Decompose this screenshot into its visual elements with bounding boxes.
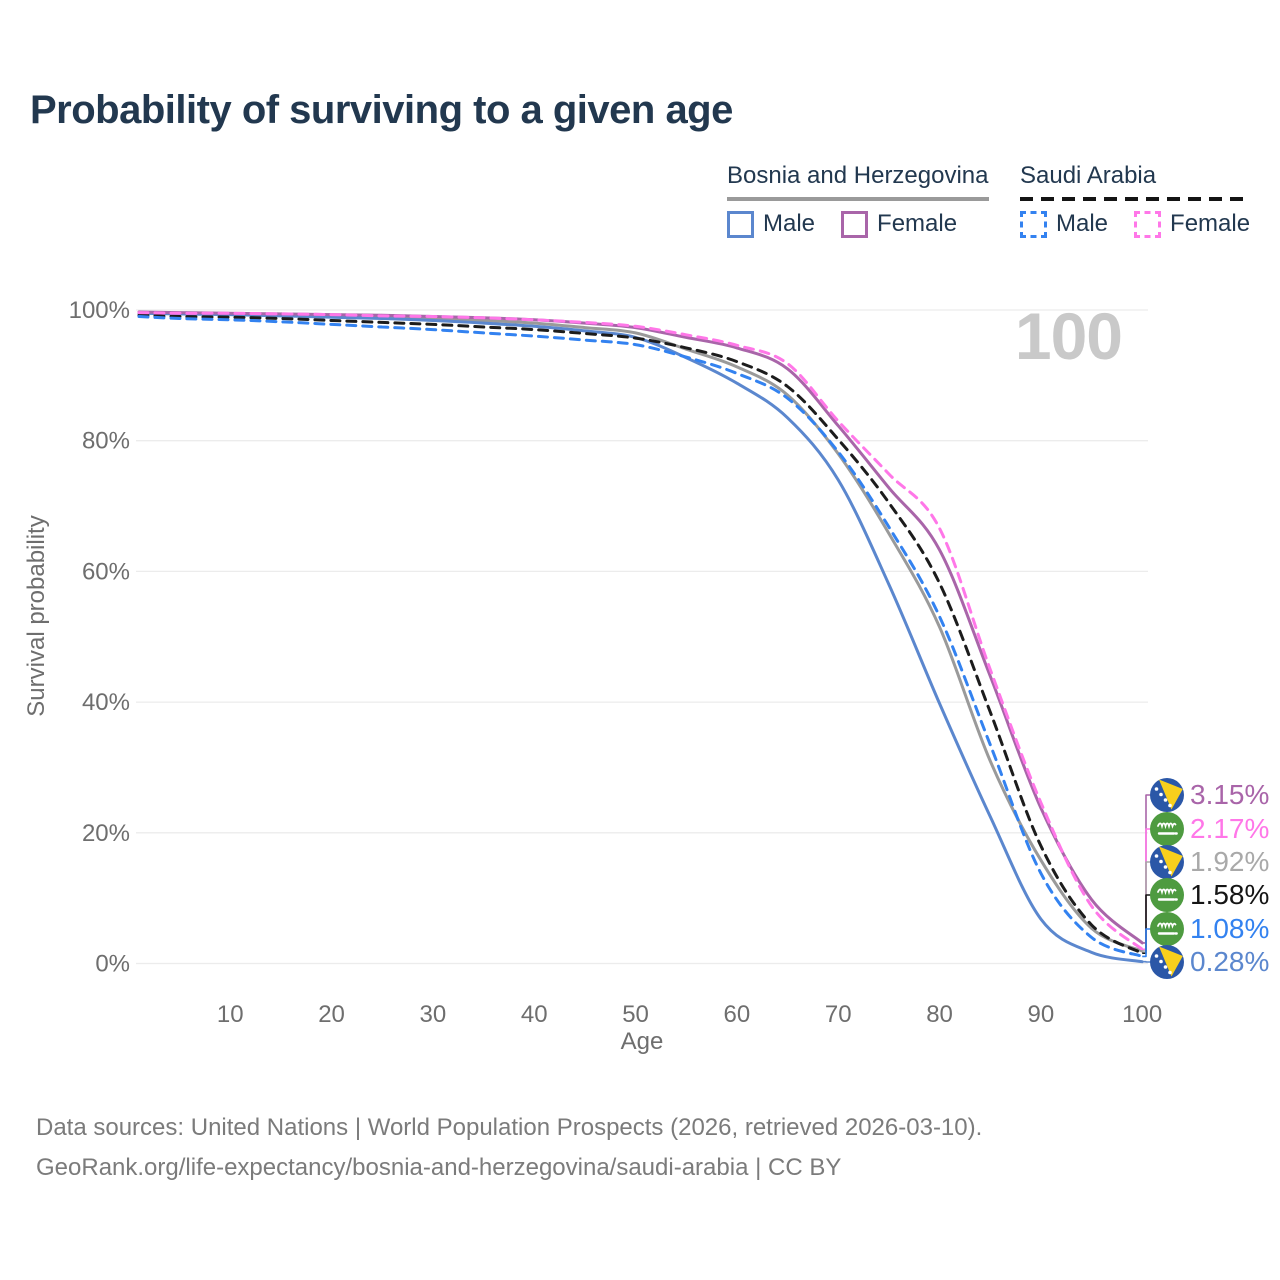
legend-item-label: Male xyxy=(763,210,816,237)
annotation-value: 2.17% xyxy=(1190,813,1270,844)
bosnia-female-swatch-icon xyxy=(841,210,869,238)
saudi-arabia-flag-icon xyxy=(1150,912,1184,946)
y-axis-title: Survival probability xyxy=(23,515,50,716)
legend-item-bosnia-female[interactable]: Female xyxy=(841,210,957,238)
y-tick-label: 100% xyxy=(69,297,130,324)
line-sa_male[interactable] xyxy=(137,315,1144,958)
legend-group-saudi-arabia: Saudi Arabia Male Female xyxy=(1020,162,1251,238)
y-tick-label: 60% xyxy=(82,558,130,585)
legend-group-bosnia-label: Bosnia and Herzegovina xyxy=(727,162,989,189)
legend-group-bosnia: Bosnia and Herzegovina Male Female xyxy=(727,162,989,238)
saudi-female-swatch-icon xyxy=(1134,210,1162,238)
annotation-saudi-male: 1.08% xyxy=(1150,912,1269,946)
line-ba_female[interactable] xyxy=(137,310,1144,945)
y-tick-label: 80% xyxy=(82,428,130,455)
annotation-bosnia-female: 3.15% xyxy=(1150,778,1269,812)
line-ba_male[interactable] xyxy=(137,311,1144,964)
bosnia-flag-icon xyxy=(1150,845,1184,879)
x-tick-label: 90 xyxy=(1028,1001,1055,1028)
saudi-dashed-line-swatch-icon xyxy=(1020,197,1251,201)
x-tick-label: 30 xyxy=(420,1001,447,1028)
x-tick-label: 40 xyxy=(521,1001,548,1028)
saudi-male-swatch-icon xyxy=(1020,210,1047,238)
legend-group-saudi-label: Saudi Arabia xyxy=(1020,162,1157,189)
x-tick-label: 10 xyxy=(217,1001,244,1028)
annotation-value: 1.58% xyxy=(1190,879,1270,910)
bosnia-flag-icon xyxy=(1150,945,1184,979)
line-ba_all[interactable] xyxy=(137,311,1144,953)
legend-item-bosnia-male[interactable]: Male xyxy=(727,210,815,238)
y-tick-label: 40% xyxy=(82,689,130,716)
annotation-value: 0.28% xyxy=(1190,946,1270,977)
annotation-saudi-all: 1.58% xyxy=(1150,878,1269,912)
x-tick-label: 80 xyxy=(926,1001,953,1028)
legend-item-label: Female xyxy=(1170,210,1251,237)
attribution-line: GeoRank.org/life-expectancy/bosnia-and-h… xyxy=(36,1154,842,1181)
legend-item-saudi-female[interactable]: Female xyxy=(1134,210,1250,238)
bosnia-solid-line-swatch-icon xyxy=(727,197,989,201)
saudi-arabia-flag-icon xyxy=(1150,812,1184,846)
page-title: Probability of surviving to a given age xyxy=(30,88,733,132)
line-sa_all[interactable] xyxy=(137,313,1144,955)
connector-sa_male xyxy=(1142,928,1151,958)
annotation-value: 3.15% xyxy=(1190,779,1270,810)
y-tick-label: 0% xyxy=(95,951,130,978)
bosnia-flag-icon xyxy=(1150,778,1184,812)
annotation-bosnia-male: 0.28% xyxy=(1150,945,1269,979)
legend-item-saudi-male[interactable]: Male xyxy=(1020,210,1108,238)
connector-sa_all xyxy=(1142,894,1151,954)
data-sources-line: Data sources: United Nations | World Pop… xyxy=(36,1114,983,1141)
legend-item-label: Male xyxy=(1056,210,1109,237)
bosnia-male-swatch-icon xyxy=(727,210,754,238)
annotation-value: 1.92% xyxy=(1190,846,1270,877)
x-tick-label: 60 xyxy=(724,1001,751,1028)
line-sa_female[interactable] xyxy=(137,311,1144,951)
x-tick-label: 20 xyxy=(318,1001,345,1028)
x-axis-title: Age xyxy=(621,1028,664,1055)
x-tick-label: 50 xyxy=(622,1001,649,1028)
saudi-arabia-flag-icon xyxy=(1150,878,1184,912)
annotation-bosnia-all: 1.92% xyxy=(1150,845,1269,879)
annotation-saudi-female: 2.17% xyxy=(1150,812,1269,846)
age-counter-watermark: 100 xyxy=(1014,299,1123,373)
y-tick-label: 20% xyxy=(82,820,130,847)
annotation-value: 1.08% xyxy=(1190,913,1270,944)
footer: Data sources: United Nations | World Pop… xyxy=(36,1108,982,1188)
legend-item-label: Female xyxy=(877,210,958,237)
x-tick-label: 70 xyxy=(825,1001,852,1028)
x-tick-label: 100 xyxy=(1122,1001,1162,1028)
